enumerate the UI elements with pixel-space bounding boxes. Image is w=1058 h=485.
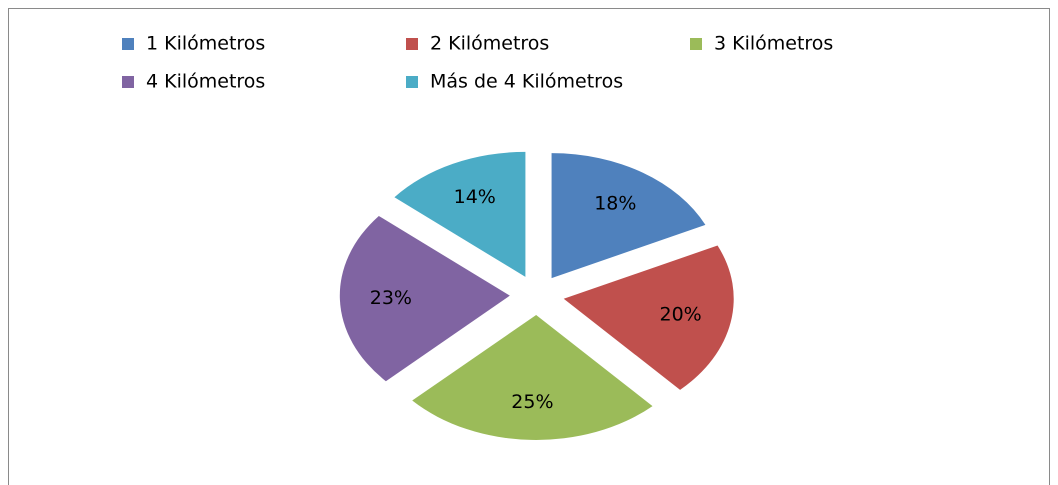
pie-slice <box>563 245 734 390</box>
chart-border <box>8 8 1050 485</box>
pie-slice <box>339 215 510 382</box>
legend-label: 2 Kilómetros <box>430 33 549 55</box>
legend-swatch <box>690 38 702 50</box>
pie-slice <box>394 151 526 277</box>
legend-swatch <box>122 38 134 50</box>
legend-label: 1 Kilómetros <box>146 33 265 55</box>
legend-swatch <box>406 76 418 88</box>
data-label: 23% <box>370 287 412 309</box>
pie-slice <box>412 314 653 440</box>
legend-label: Más de 4 Kilómetros <box>430 71 623 93</box>
legend-swatch <box>406 38 418 50</box>
legend-swatch <box>122 76 134 88</box>
data-label: 14% <box>454 186 496 208</box>
data-label: 20% <box>659 304 701 326</box>
pie-slice <box>551 153 706 279</box>
legend-label: 4 Kilómetros <box>146 71 265 93</box>
data-label: 25% <box>511 391 553 413</box>
legend-label: 3 Kilómetros <box>714 33 833 55</box>
data-label: 18% <box>594 193 636 215</box>
